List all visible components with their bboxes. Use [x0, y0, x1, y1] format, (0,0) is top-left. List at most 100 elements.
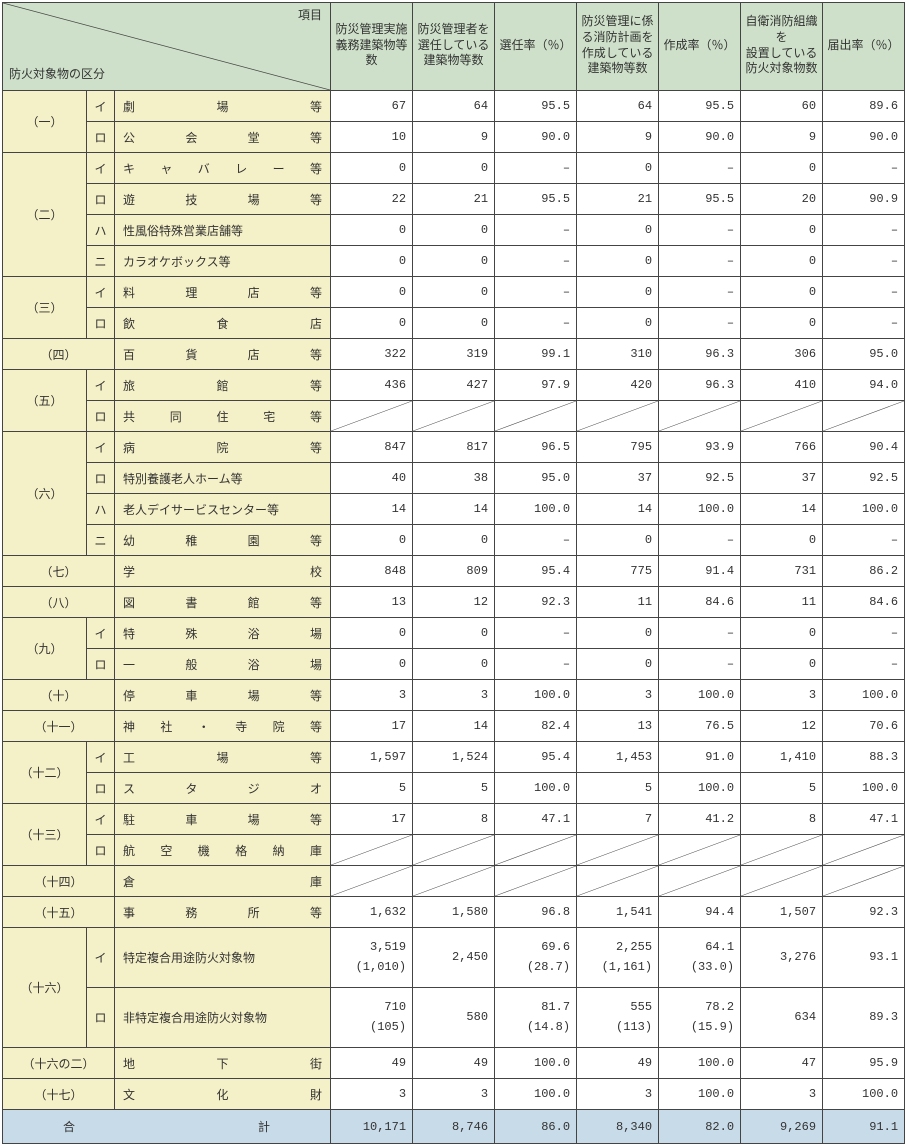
data-cell: 319	[413, 339, 495, 370]
data-cell: 76.5	[659, 711, 741, 742]
total-cell: 9,269	[741, 1110, 823, 1144]
subcategory-cell: イ	[87, 928, 115, 988]
col-header: 防災管理者を選任している建築物等数	[413, 3, 495, 91]
data-cell: 64	[577, 91, 659, 122]
data-cell: 0	[577, 277, 659, 308]
name-cell: 百貨店等	[115, 339, 331, 370]
data-cell: 9	[413, 122, 495, 153]
data-cell: 0	[331, 277, 413, 308]
data-cell: 82.4	[495, 711, 577, 742]
subcategory-cell: イ	[87, 618, 115, 649]
table-row: （九）イ特殊浴場00–0–0–	[3, 618, 905, 649]
data-cell: 100.0	[659, 773, 741, 804]
data-cell: 5	[577, 773, 659, 804]
data-cell: 3	[413, 1079, 495, 1110]
data-cell: 60	[741, 91, 823, 122]
name-cell: 倉庫	[115, 866, 331, 897]
name-cell: 老人デイサービスセンター等	[115, 494, 331, 525]
data-cell: 49	[577, 1048, 659, 1079]
data-cell: –	[659, 649, 741, 680]
data-cell: 710(105)	[331, 988, 413, 1048]
data-cell: –	[659, 277, 741, 308]
data-cell: 100.0	[823, 680, 905, 711]
data-cell: 1,597	[331, 742, 413, 773]
data-cell: 12	[413, 587, 495, 618]
data-cell: 0	[331, 618, 413, 649]
table-row: （七）学校84880995.477591.473186.2	[3, 556, 905, 587]
table-row: （十一）神社・寺院等171482.41376.51270.6	[3, 711, 905, 742]
data-cell: 0	[331, 525, 413, 556]
data-cell: 306	[741, 339, 823, 370]
data-cell: 100.0	[495, 1079, 577, 1110]
total-cell: 8,746	[413, 1110, 495, 1144]
subcategory-cell: ニ	[87, 525, 115, 556]
data-cell: 95.4	[495, 742, 577, 773]
data-cell: 0	[413, 618, 495, 649]
data-cell	[823, 835, 905, 866]
table-row: （十六）イ特定複合用途防火対象物3,519(1,010)2,45069.6(28…	[3, 928, 905, 988]
table-row: ロ航空機格納庫	[3, 835, 905, 866]
table-row: （十四）倉庫	[3, 866, 905, 897]
data-cell: 11	[741, 587, 823, 618]
name-cell: 共同住宅等	[115, 401, 331, 432]
data-cell: 14	[413, 711, 495, 742]
data-cell: 47.1	[823, 804, 905, 835]
name-cell: 特定複合用途防火対象物	[115, 928, 331, 988]
name-cell: 特別養護老人ホーム等	[115, 463, 331, 494]
table-row: （五）イ旅館等43642797.942096.341094.0	[3, 370, 905, 401]
name-cell: 料理店等	[115, 277, 331, 308]
data-cell: 3	[577, 1079, 659, 1110]
category-cell: （一）	[3, 91, 87, 153]
name-cell: 駐車場等	[115, 804, 331, 835]
name-cell: 旅館等	[115, 370, 331, 401]
table-row: ニカラオケボックス等00–0–0–	[3, 246, 905, 277]
table-row: ロ飲食店00–0–0–	[3, 308, 905, 339]
data-cell: 310	[577, 339, 659, 370]
data-cell: –	[659, 246, 741, 277]
data-cell: 37	[741, 463, 823, 494]
subcategory-cell: ロ	[87, 401, 115, 432]
data-cell: 93.9	[659, 432, 741, 463]
data-cell: 90.0	[659, 122, 741, 153]
name-cell: 劇場等	[115, 91, 331, 122]
data-cell: 1,580	[413, 897, 495, 928]
data-cell: 0	[413, 277, 495, 308]
data-cell: 95.9	[823, 1048, 905, 1079]
data-cell: 84.6	[823, 587, 905, 618]
data-cell	[823, 401, 905, 432]
total-cell: 86.0	[495, 1110, 577, 1144]
category-cell: （十六の二）	[3, 1048, 115, 1079]
subcategory-cell: ロ	[87, 463, 115, 494]
total-cell: 10,171	[331, 1110, 413, 1144]
table-row: ロ一般浴場00–0–0–	[3, 649, 905, 680]
data-cell: 96.8	[495, 897, 577, 928]
data-cell: 94.4	[659, 897, 741, 928]
data-cell: 0	[741, 649, 823, 680]
data-cell: –	[659, 215, 741, 246]
data-cell	[659, 866, 741, 897]
name-cell: 航空機格納庫	[115, 835, 331, 866]
data-cell: –	[495, 525, 577, 556]
data-cell: 3	[741, 1079, 823, 1110]
category-cell: （十七）	[3, 1079, 115, 1110]
corner-top-label: 項目	[298, 9, 322, 25]
data-cell: 100.0	[495, 494, 577, 525]
data-cell	[659, 401, 741, 432]
category-cell: （五）	[3, 370, 87, 432]
data-cell: 795	[577, 432, 659, 463]
data-cell: 427	[413, 370, 495, 401]
name-cell: 文化財	[115, 1079, 331, 1110]
name-cell: 神社・寺院等	[115, 711, 331, 742]
data-cell: 9	[741, 122, 823, 153]
table-row: ロ遊技場等222195.52195.52090.9	[3, 184, 905, 215]
data-cell: 0	[741, 153, 823, 184]
data-cell: 20	[741, 184, 823, 215]
data-cell: 97.9	[495, 370, 577, 401]
data-cell: 0	[741, 618, 823, 649]
category-cell: （十四）	[3, 866, 115, 897]
data-cell: 95.0	[495, 463, 577, 494]
total-row: 合計10,1718,74686.08,34082.09,26991.1	[3, 1110, 905, 1144]
data-cell: 0	[577, 618, 659, 649]
data-cell: 17	[331, 804, 413, 835]
category-cell: （九）	[3, 618, 87, 680]
